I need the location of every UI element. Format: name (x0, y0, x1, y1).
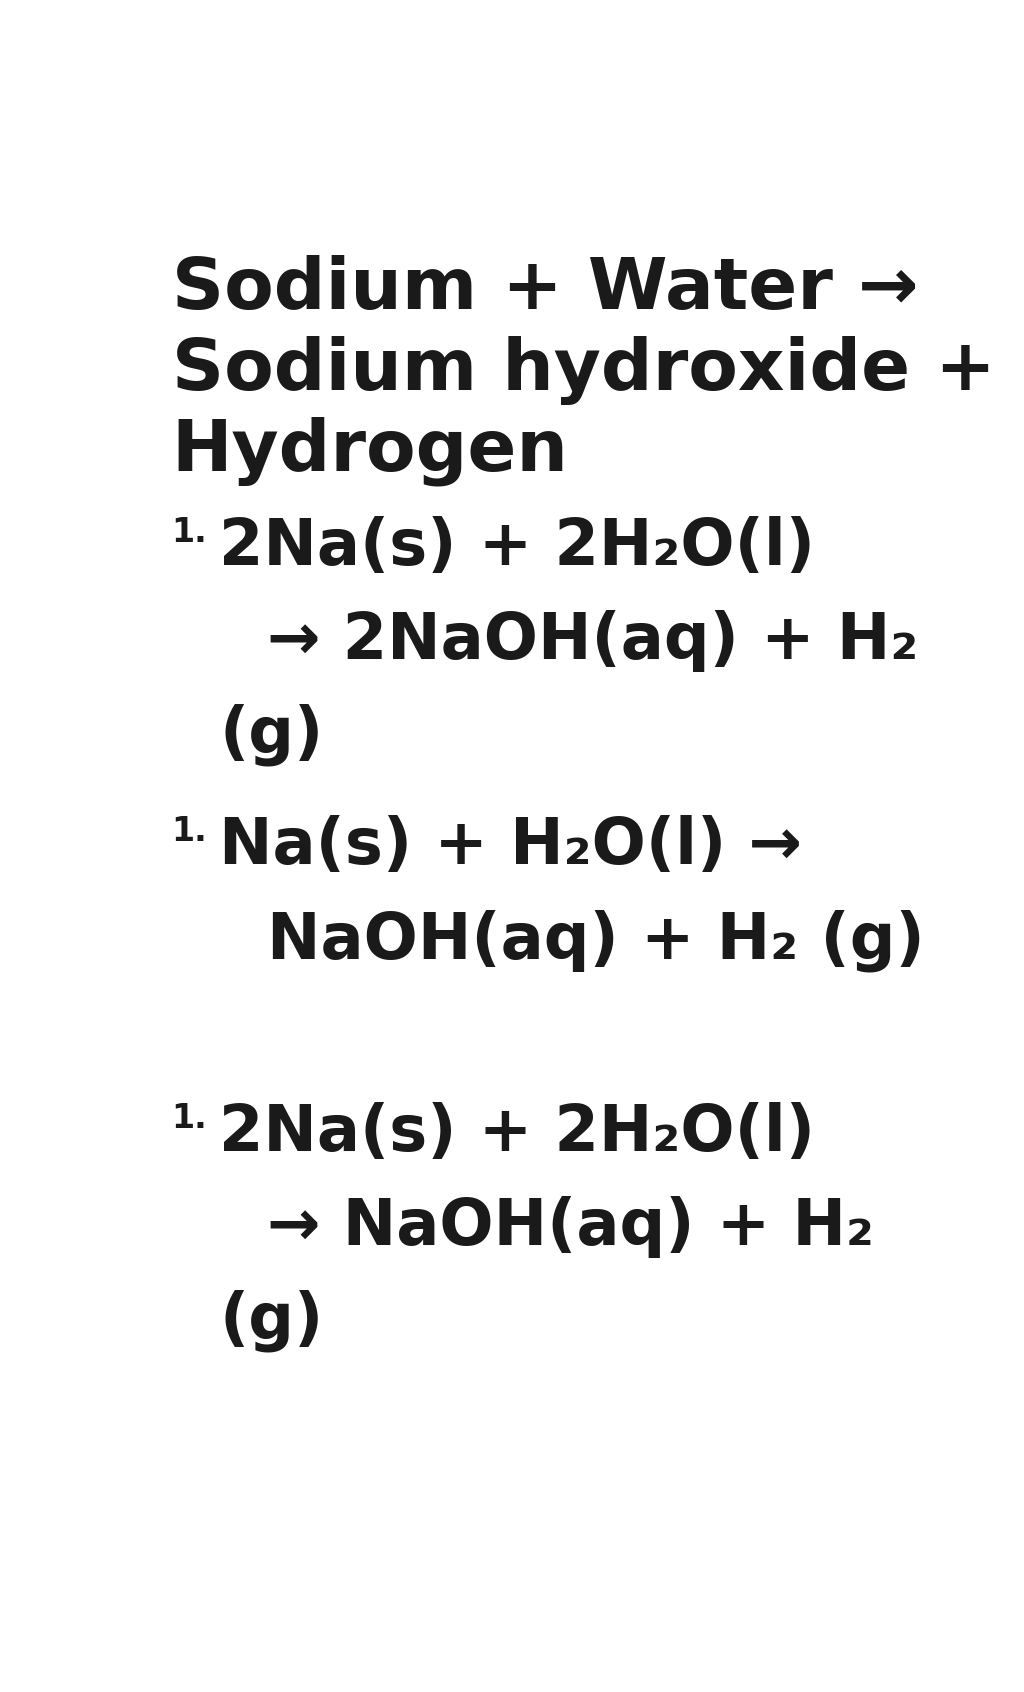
Text: 2Na(s) + 2H₂O(l): 2Na(s) + 2H₂O(l) (219, 1101, 815, 1164)
Text: Na(s) + H₂O(l) →: Na(s) + H₂O(l) → (219, 816, 802, 878)
Text: 1.: 1. (172, 816, 208, 848)
Text: NaOH(aq) + H₂ (g): NaOH(aq) + H₂ (g) (267, 909, 925, 971)
Text: Sodium hydroxide +: Sodium hydroxide + (172, 337, 995, 404)
Text: → 2NaOH(aq) + H₂: → 2NaOH(aq) + H₂ (267, 609, 919, 672)
Text: Sodium + Water →: Sodium + Water → (172, 255, 919, 325)
Text: (g): (g) (219, 1289, 324, 1352)
Text: 1.: 1. (172, 516, 208, 548)
Text: 2Na(s) + 2H₂O(l): 2Na(s) + 2H₂O(l) (219, 516, 815, 577)
Text: (g): (g) (219, 704, 324, 766)
Text: Hydrogen: Hydrogen (172, 416, 568, 486)
Text: → NaOH(aq) + H₂: → NaOH(aq) + H₂ (267, 1196, 873, 1257)
Text: 1.: 1. (172, 1101, 208, 1135)
